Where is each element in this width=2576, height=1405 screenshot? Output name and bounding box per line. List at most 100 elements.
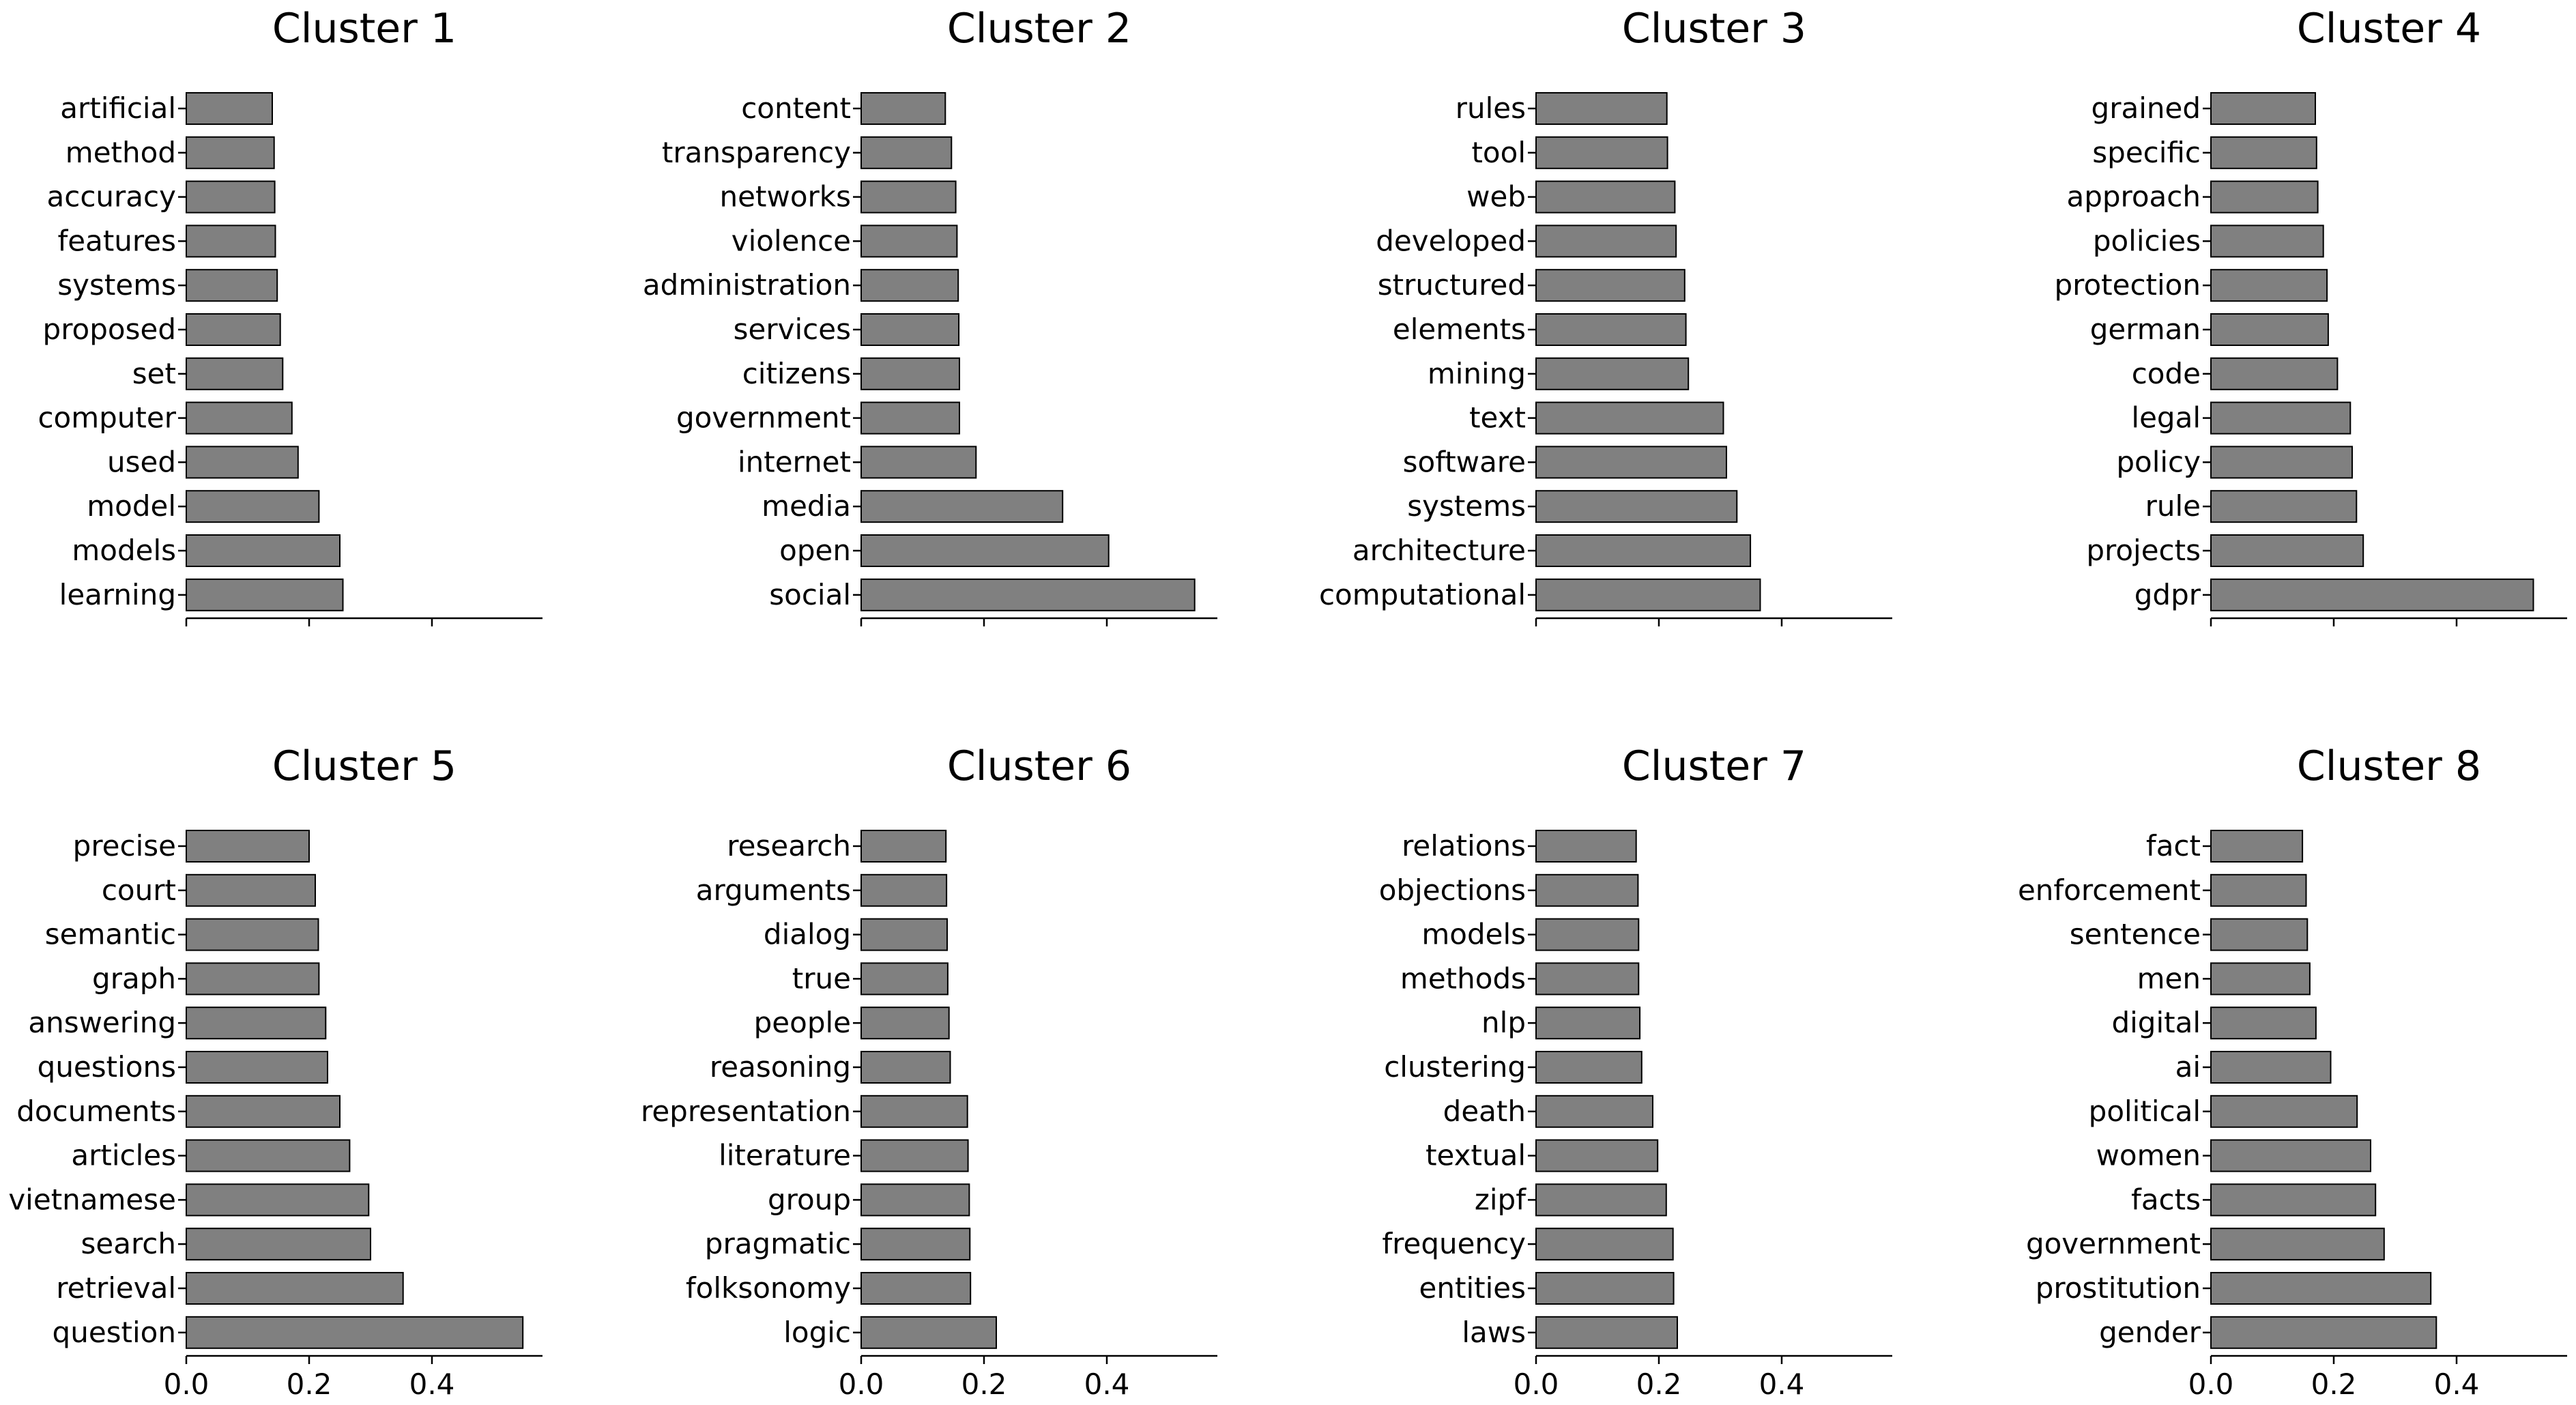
bar-reasoning [860, 1051, 951, 1084]
bar-documents [186, 1095, 341, 1128]
category-label: court [102, 873, 176, 907]
bar-administration [860, 269, 959, 302]
category-label: gdpr [2134, 578, 2201, 611]
bar-enforcement [2210, 873, 2307, 907]
category-label: social [769, 578, 851, 611]
category-label: folksonomy [686, 1271, 851, 1305]
category-label: pragmatic [705, 1227, 851, 1260]
bar-protection [2210, 269, 2328, 302]
bar-pragmatic [860, 1228, 971, 1261]
x-tick-label: 0.2 [1636, 1367, 1682, 1401]
bar-web [1535, 180, 1676, 214]
bar-specific [2210, 136, 2317, 169]
bar-networks [860, 180, 957, 214]
bar-government [2210, 1228, 2385, 1261]
bar-arguments [860, 873, 948, 907]
category-label: policies [2093, 224, 2201, 257]
bar-textual [1535, 1139, 1659, 1172]
bar-answering [186, 1006, 327, 1040]
category-label: frequency [1382, 1227, 1526, 1260]
category-label: services [734, 313, 851, 346]
x-tick-label: 0.4 [2434, 1367, 2480, 1401]
bar-elements [1535, 313, 1687, 346]
panel-title: Cluster 8 [2297, 742, 2481, 790]
category-label: structured [1378, 268, 1526, 302]
bar-methods [1535, 962, 1640, 996]
bar-german [2210, 313, 2329, 346]
category-label: models [72, 534, 176, 567]
category-label: dialog [764, 918, 851, 951]
category-label: developed [1376, 224, 1526, 257]
category-label: content [741, 91, 851, 125]
category-label: relations [1402, 829, 1526, 863]
bar-entities [1535, 1272, 1675, 1305]
category-label: citizens [742, 357, 851, 390]
bar-nlp [1535, 1006, 1641, 1040]
bar-vietnamese [186, 1183, 370, 1217]
category-label: media [762, 489, 851, 523]
category-label: semantic [45, 918, 176, 951]
bar-media [860, 490, 1064, 523]
bar-open [860, 534, 1110, 567]
bar-semantic [186, 918, 319, 951]
panel-title: Cluster 1 [272, 5, 457, 53]
bar-computer [186, 401, 293, 435]
bar-projects [2210, 534, 2364, 567]
bar-systems [1535, 490, 1738, 523]
bar-model [186, 490, 320, 523]
cluster-panel-2: Cluster 2 content transparency networks viol… [643, 5, 1217, 626]
bar-group [860, 1183, 970, 1217]
bar-set [186, 357, 284, 390]
bar-software [1535, 446, 1727, 479]
category-label: articles [71, 1139, 176, 1172]
x-tick-label: 0.4 [1084, 1367, 1130, 1401]
panel-title: Cluster 7 [1622, 742, 1806, 790]
bar-gender [2210, 1316, 2437, 1349]
category-label: textual [1426, 1139, 1526, 1172]
category-label: code [2132, 357, 2201, 390]
bar-code [2210, 357, 2339, 390]
bar-objections [1535, 873, 1639, 907]
category-label: artificial [60, 91, 176, 125]
x-tick-label: 0.2 [287, 1367, 332, 1401]
category-label: government [2026, 1227, 2201, 1260]
category-label: proposed [43, 313, 176, 346]
category-label: people [754, 1006, 851, 1039]
bar-accuracy [186, 180, 276, 214]
category-label: gender [2099, 1316, 2201, 1349]
bar-rule [2210, 490, 2358, 523]
category-label: mining [1428, 357, 1526, 390]
category-label: architecture [1352, 534, 1526, 567]
bar-social [860, 578, 1196, 611]
category-label: networks [720, 180, 851, 214]
bar-search [186, 1228, 371, 1261]
bar-fact [2210, 830, 2304, 863]
bar-citizens [860, 357, 960, 390]
panel-title: Cluster 4 [2297, 5, 2481, 53]
bar-true [860, 962, 949, 996]
category-label: violence [732, 224, 851, 257]
bar-structured [1535, 269, 1685, 302]
bar-facts [2210, 1183, 2377, 1217]
cluster-panel-3: Cluster 3 rules tool web developed structured… [1319, 5, 1892, 626]
panel-title: Cluster 5 [272, 742, 457, 790]
x-tick-label: 0.0 [839, 1367, 884, 1401]
cluster-panel-6: Cluster 6 research arguments dialog true peop… [641, 742, 1217, 1401]
category-label: sentence [2070, 918, 2201, 951]
category-label: policy [2116, 445, 2201, 478]
category-label: fact [2146, 829, 2201, 863]
category-label: legal [2131, 401, 2201, 435]
x-tick-label: 0.4 [409, 1367, 455, 1401]
x-tick-label: 0.4 [1759, 1367, 1805, 1401]
category-label: government [676, 401, 851, 435]
category-label: ai [2175, 1050, 2201, 1084]
bar-political [2210, 1095, 2358, 1128]
category-label: software [1403, 445, 1526, 478]
bar-women [2210, 1139, 2371, 1172]
bar-policies [2210, 224, 2324, 258]
category-label: laws [1462, 1316, 1526, 1349]
bar-models [186, 534, 341, 567]
bar-artificial [186, 92, 273, 125]
category-label: political [2089, 1095, 2201, 1128]
